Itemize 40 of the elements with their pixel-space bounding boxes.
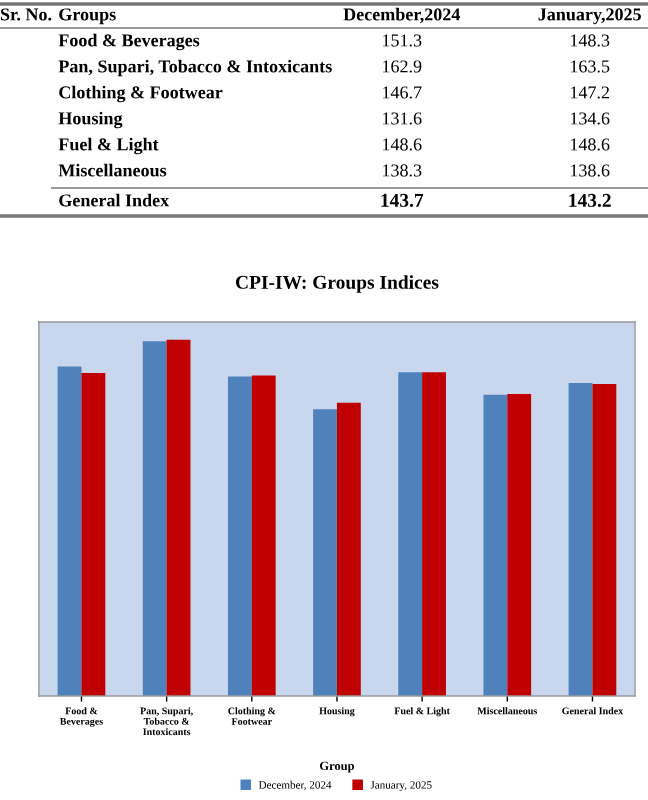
text: 148.3 bbox=[570, 34, 610, 47]
text: Fuel & Light bbox=[58, 137, 159, 155]
bar bbox=[507, 393, 532, 696]
text: Pan, Supari, Tobacco & Intoxicants bbox=[58, 59, 332, 77]
text: 147.2 bbox=[570, 86, 609, 99]
bar bbox=[313, 409, 337, 696]
bar bbox=[57, 366, 82, 696]
text: 148.6 bbox=[383, 138, 422, 151]
text: 146.7 bbox=[383, 86, 422, 99]
bar bbox=[251, 375, 276, 696]
bar bbox=[592, 383, 617, 696]
text: Miscellaneous bbox=[58, 163, 167, 177]
text: Clothing & Footwear bbox=[59, 85, 223, 103]
text: Food & Beverages bbox=[58, 33, 200, 51]
bar bbox=[422, 372, 446, 696]
bar bbox=[166, 339, 191, 696]
text: Groups bbox=[59, 8, 116, 25]
text: December,2024 bbox=[343, 7, 461, 24]
text: Housing bbox=[58, 111, 123, 129]
text: 143.7 bbox=[381, 193, 424, 207]
bar bbox=[336, 402, 361, 696]
text: 134.6 bbox=[570, 112, 610, 125]
text: 143.2 bbox=[569, 193, 611, 207]
text: General Index bbox=[59, 193, 170, 207]
text: 138.3 bbox=[383, 164, 422, 177]
chart-title: CPI-IW: Groups Indices bbox=[235, 275, 439, 293]
bar bbox=[483, 394, 508, 696]
text: 151.3 bbox=[383, 34, 422, 47]
bar bbox=[81, 372, 106, 696]
text: 148.6 bbox=[570, 138, 610, 151]
bar bbox=[568, 382, 593, 696]
text: 162.9 bbox=[383, 60, 422, 73]
text: January,2025 bbox=[538, 8, 641, 25]
text: 163.5 bbox=[570, 60, 610, 73]
bar bbox=[398, 372, 423, 696]
bar bbox=[142, 341, 167, 696]
text: 131.6 bbox=[383, 112, 422, 125]
bar bbox=[227, 376, 252, 696]
text: 138.6 bbox=[570, 164, 610, 177]
text: Sr. No. bbox=[0, 8, 52, 21]
